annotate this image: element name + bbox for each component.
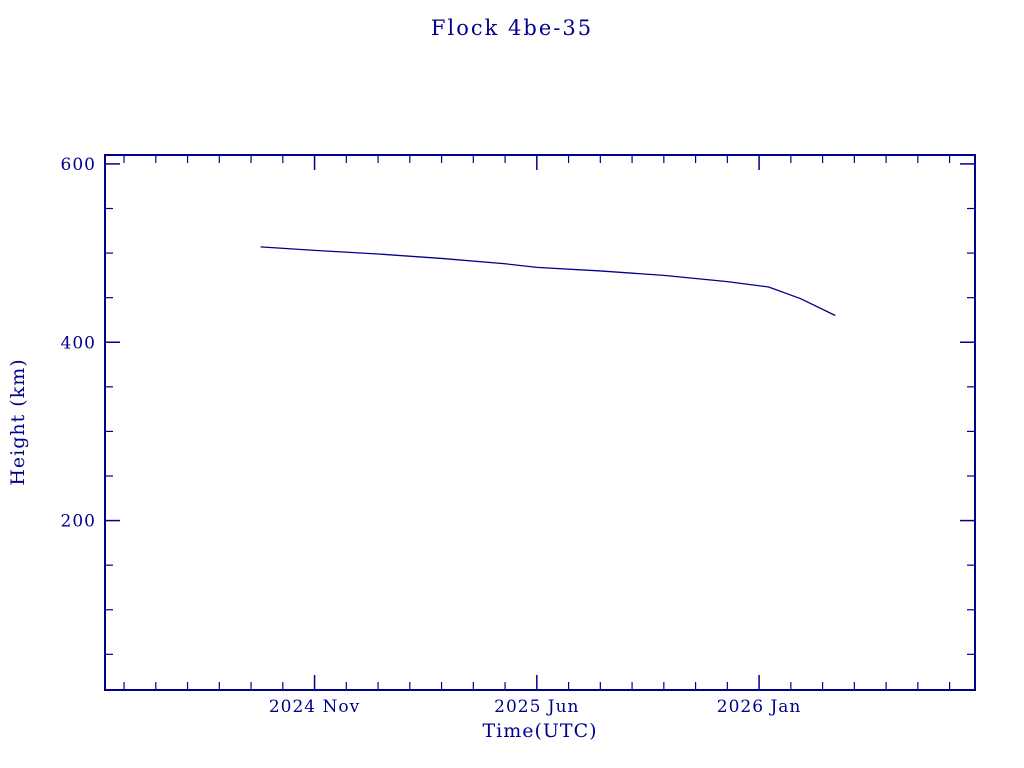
- y-axis-label: Height (km): [7, 358, 29, 486]
- x-tick-label: 2025 Jun: [494, 697, 579, 717]
- x-tick-label: 2026 Jan: [717, 697, 802, 717]
- y-tick-label: 600: [61, 155, 96, 175]
- x-tick-label: 2024 Nov: [269, 697, 360, 717]
- y-tick-label: 400: [61, 333, 96, 353]
- y-tick-label: 200: [61, 512, 96, 532]
- x-axis-label: Time(UTC): [482, 720, 598, 742]
- height-decay-line: [260, 246, 836, 317]
- axis-box: [104, 154, 976, 691]
- chart-title: Flock 4be-35: [430, 16, 594, 40]
